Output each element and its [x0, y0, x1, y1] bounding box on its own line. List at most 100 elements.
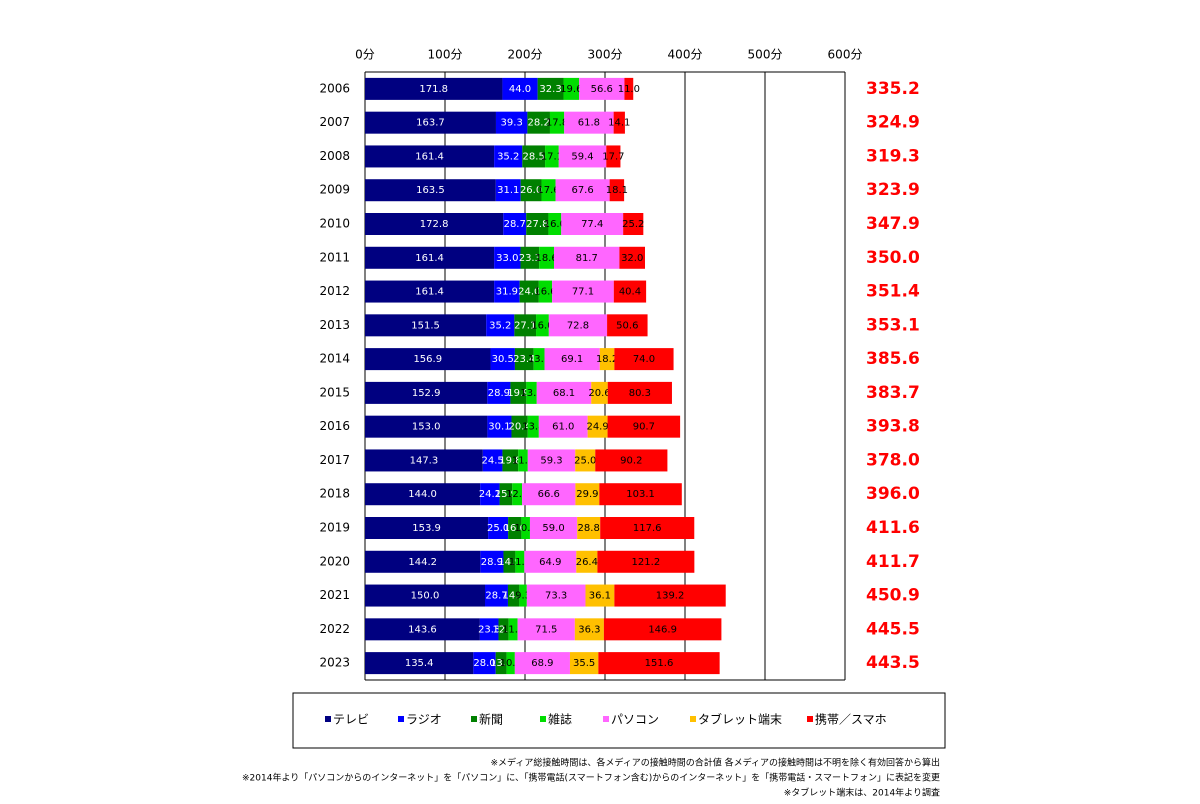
data-label: 28.0: [473, 658, 495, 669]
data-label: 25.0: [487, 523, 509, 534]
note: ※メディア総接触時間は、各メディアの接触時間の合計値 各メディアの接触時間は不明…: [490, 757, 940, 769]
data-label: 11.0: [618, 84, 640, 95]
data-label: 143.6: [408, 624, 437, 635]
data-label: 18.2: [596, 354, 618, 365]
bar-segment: [520, 179, 542, 202]
data-label: 9.3: [515, 591, 531, 602]
x-tick-label: 300分: [588, 48, 623, 62]
bar-segment: [552, 280, 614, 303]
legend-label: 携帯／スマホ: [815, 712, 887, 727]
data-label: 81.7: [576, 253, 598, 264]
data-label: 90.7: [633, 422, 655, 433]
data-label: 71.5: [535, 624, 557, 635]
bar-segment: [520, 246, 540, 269]
bar-segment: [549, 111, 565, 134]
data-label: 156.9: [413, 354, 442, 365]
data-label: 17.6: [537, 185, 559, 196]
data-label: 32.0: [621, 253, 643, 264]
data-label: 16.6: [504, 523, 526, 534]
bar-segment: [495, 652, 507, 675]
data-label: 23.4: [513, 354, 535, 365]
bar-segment: [365, 618, 480, 641]
data-label: 28.8: [578, 523, 600, 534]
data-label: 26.0: [520, 185, 542, 196]
total-label: 335.2: [866, 79, 920, 99]
data-label: 59.4: [571, 151, 593, 162]
total-label: 411.6: [866, 518, 920, 538]
data-label: 19.6: [560, 84, 582, 95]
data-label: 139.2: [656, 591, 685, 602]
data-label: 64.9: [539, 557, 561, 568]
bar-segment: [527, 111, 550, 134]
bar-segment: [365, 550, 481, 573]
y-tick-label: 2019: [319, 521, 350, 535]
bar-segment: [569, 652, 599, 675]
bar-segment: [600, 517, 695, 539]
data-label: 144.0: [408, 489, 437, 500]
bar-segment: [614, 584, 726, 607]
data-label: 23.3: [478, 624, 500, 635]
bar-segment: [365, 145, 495, 168]
bar-segment: [498, 618, 509, 641]
x-tick-label: 200分: [508, 48, 543, 62]
data-label: 151.5: [411, 320, 440, 331]
bar-segment: [597, 550, 695, 573]
bar-segment: [495, 111, 528, 134]
data-label: 31.9: [496, 287, 518, 298]
data-label: 11.2: [509, 557, 531, 568]
bar-segment: [365, 483, 481, 506]
total-label: 378.0: [866, 450, 920, 470]
data-label: 19.8: [499, 455, 521, 466]
total-label: 445.5: [866, 619, 920, 639]
bar-segment: [512, 483, 523, 506]
bar-segment: [536, 381, 592, 404]
data-label: 27.1: [514, 320, 536, 331]
data-label: 67.6: [571, 185, 593, 196]
bar-segment: [577, 517, 601, 539]
bar-segment: [607, 415, 681, 438]
bar-segment: [365, 584, 485, 607]
bar-segment: [598, 652, 720, 675]
total-label: 385.6: [866, 349, 920, 369]
bar-segment: [527, 449, 576, 472]
bar-segment: [480, 483, 500, 506]
data-label: 28.9: [481, 557, 503, 568]
legend-label: テレビ: [333, 713, 369, 727]
data-label: 30.5: [492, 354, 514, 365]
total-label: 323.9: [866, 180, 920, 200]
data-label: 28.7: [485, 591, 507, 602]
y-tick-label: 2023: [319, 656, 350, 670]
bar-segment: [365, 179, 496, 202]
data-label: 163.7: [416, 118, 445, 129]
y-tick-label: 2015: [319, 385, 350, 399]
bar-segment: [623, 213, 644, 235]
bar-segment: [522, 483, 576, 506]
data-label: 13.8: [522, 422, 544, 433]
x-tick-label: 100分: [428, 48, 463, 62]
legend-swatch: [540, 716, 546, 722]
bar-segment: [554, 246, 620, 269]
y-tick-label: 2012: [319, 284, 350, 298]
bar-segment: [507, 584, 520, 607]
data-label: 30.1: [488, 422, 510, 433]
bar-segment: [544, 348, 600, 371]
data-label: 28.9: [488, 388, 510, 399]
data-label: 147.3: [410, 455, 439, 466]
data-label: 135.4: [405, 658, 434, 669]
data-label: 16.6: [534, 287, 556, 298]
bar-segment: [365, 246, 495, 269]
bar-segment: [564, 111, 614, 134]
total-label: 450.9: [866, 586, 920, 606]
bar-segment: [529, 517, 578, 539]
bar-segment: [558, 145, 607, 168]
data-label: 39.3: [501, 118, 523, 129]
legend-label: ラジオ: [406, 713, 442, 727]
bar-segment: [561, 213, 624, 235]
data-label: 77.4: [581, 219, 603, 230]
bar-segment: [609, 179, 625, 202]
bar-segment: [541, 179, 556, 202]
bar-segment: [606, 145, 621, 168]
bar-segment: [503, 550, 516, 573]
bar-segment: [526, 213, 549, 235]
data-label: 14.3: [503, 591, 525, 602]
